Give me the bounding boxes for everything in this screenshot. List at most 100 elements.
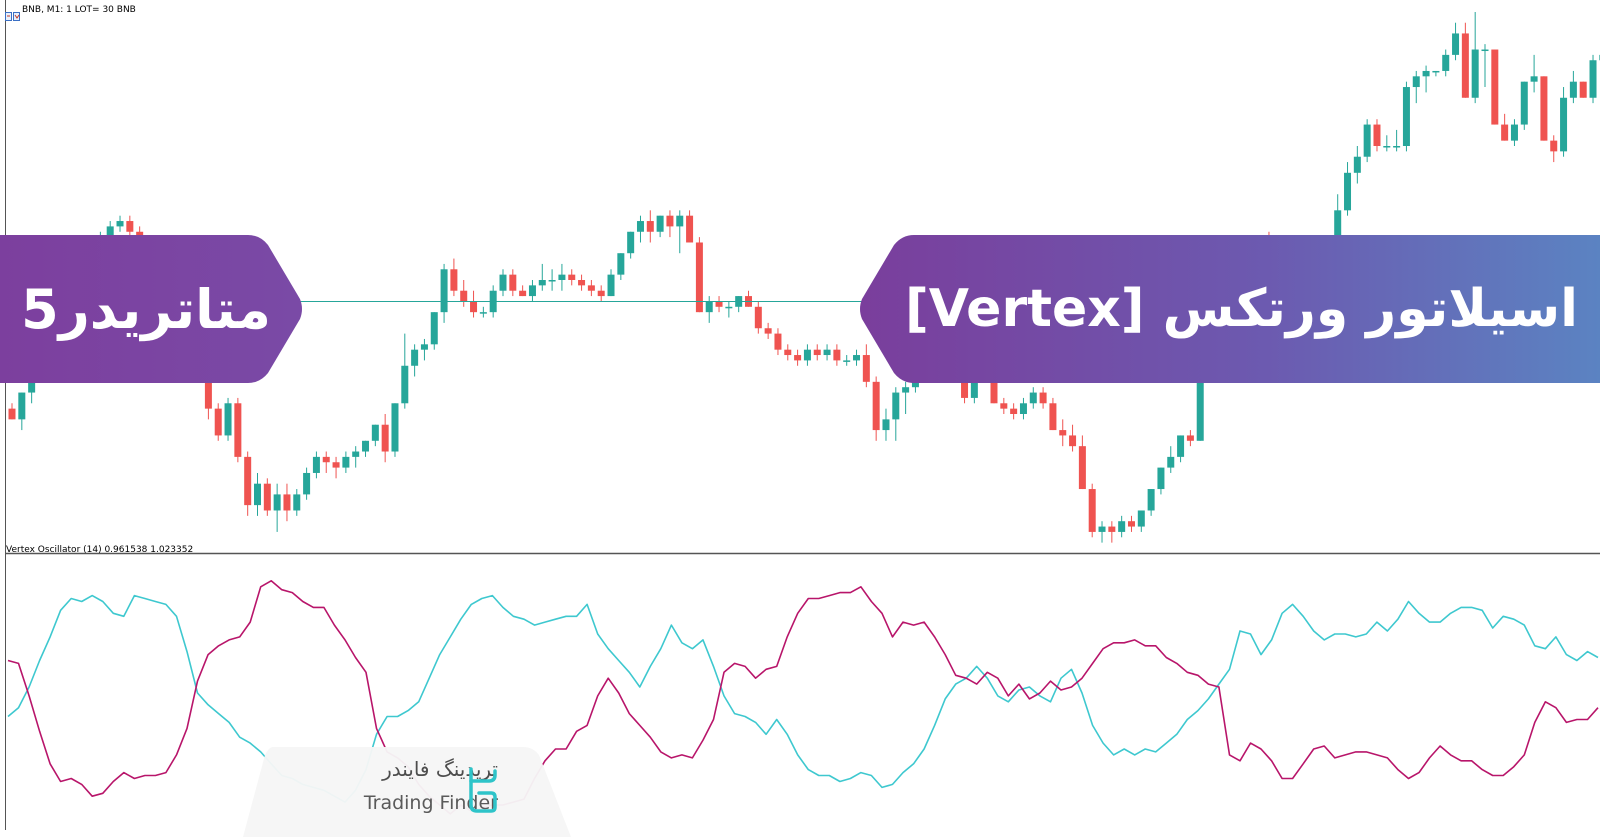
candle bbox=[1364, 119, 1371, 162]
candle-body bbox=[617, 253, 624, 274]
candle-body bbox=[1089, 489, 1096, 532]
candle-body bbox=[598, 291, 605, 296]
candle-body bbox=[755, 307, 762, 328]
candle bbox=[264, 478, 271, 516]
candle-body bbox=[1482, 50, 1489, 52]
candle-body bbox=[1177, 435, 1184, 456]
candle-body bbox=[1059, 430, 1066, 435]
candle-body bbox=[1413, 76, 1420, 87]
candle-body bbox=[716, 301, 723, 306]
candle-body bbox=[1403, 87, 1410, 146]
candle-body bbox=[676, 216, 683, 227]
banner-left: متاتریدر5 bbox=[0, 235, 304, 383]
candle-body bbox=[1501, 125, 1508, 141]
window-icons bbox=[5, 6, 20, 25]
candle-body bbox=[342, 457, 349, 468]
candle-body bbox=[588, 285, 595, 290]
candle-body bbox=[372, 425, 379, 441]
candle bbox=[225, 398, 232, 441]
candle-body bbox=[882, 419, 889, 430]
candle-body bbox=[254, 484, 261, 505]
candle-body bbox=[274, 494, 281, 510]
candle-body bbox=[1550, 141, 1557, 152]
candle-body bbox=[1069, 435, 1076, 446]
candle-body bbox=[1138, 510, 1145, 526]
candle-body bbox=[215, 409, 222, 436]
candle-body bbox=[1167, 457, 1174, 468]
candle bbox=[1403, 82, 1410, 152]
candle-body bbox=[411, 350, 418, 366]
trading-finder-watermark: تریدینگ فایندر Trading Finder bbox=[243, 747, 571, 837]
banner-right-title: اسیلاتور ورتکس [Vertex] bbox=[905, 235, 1578, 383]
candle-body bbox=[431, 312, 438, 344]
candle-body bbox=[774, 334, 781, 350]
candle-body bbox=[1511, 125, 1518, 141]
candle-body bbox=[1531, 76, 1538, 81]
banner-left-title: متاتریدر5 bbox=[0, 235, 292, 383]
candle bbox=[391, 403, 398, 457]
indicator-header: Vertex Oscillator (14) 0.961538 1.023352 bbox=[6, 545, 193, 555]
candle-body bbox=[824, 350, 831, 355]
candle-body bbox=[578, 280, 585, 285]
candle-body bbox=[843, 360, 850, 362]
candle-body bbox=[1099, 527, 1106, 532]
candle-body bbox=[873, 382, 880, 430]
candle-body bbox=[1560, 98, 1567, 152]
candle-body bbox=[539, 280, 546, 285]
candle-body bbox=[509, 275, 516, 291]
candle-body bbox=[352, 452, 359, 457]
candle-body bbox=[117, 221, 124, 226]
candle-body bbox=[902, 387, 909, 392]
candle-body bbox=[1570, 82, 1577, 98]
candle bbox=[696, 237, 703, 312]
candle-body bbox=[362, 441, 369, 452]
candle-body bbox=[1462, 33, 1469, 97]
candle-body bbox=[1354, 157, 1361, 173]
candle bbox=[431, 312, 438, 350]
candle-body bbox=[814, 350, 821, 355]
candle-body bbox=[225, 403, 232, 435]
candle-body bbox=[1157, 468, 1164, 489]
candle-body bbox=[303, 473, 310, 494]
candle bbox=[1580, 82, 1587, 98]
candle-body bbox=[323, 457, 330, 462]
candle-body bbox=[1040, 393, 1047, 404]
candle bbox=[1521, 82, 1528, 130]
candle-body bbox=[1590, 60, 1597, 98]
candle bbox=[234, 398, 241, 462]
candle-body bbox=[1010, 409, 1017, 414]
candle-body bbox=[470, 301, 477, 312]
candle-body bbox=[283, 494, 290, 510]
candle-body bbox=[657, 216, 664, 232]
candle-body bbox=[558, 275, 565, 280]
candle-body bbox=[608, 275, 615, 296]
candle-body bbox=[892, 393, 899, 420]
candle bbox=[1590, 55, 1597, 103]
candle-body bbox=[421, 344, 428, 349]
candle-body bbox=[126, 221, 133, 232]
candle-body bbox=[313, 457, 320, 473]
candle-body bbox=[706, 301, 713, 312]
candle-body bbox=[1423, 71, 1430, 76]
candle-body bbox=[18, 393, 25, 420]
candle bbox=[1089, 484, 1096, 538]
candle-body bbox=[391, 403, 398, 451]
candle-body bbox=[833, 350, 840, 361]
candle-body bbox=[1442, 55, 1449, 71]
candle-body bbox=[1393, 146, 1400, 148]
candle-body bbox=[1472, 50, 1479, 98]
candle-body bbox=[450, 269, 457, 290]
candle bbox=[215, 403, 222, 441]
candle-body bbox=[1364, 125, 1371, 157]
chart-symbol-header: BNB, M1: 1 LOT= 30 BNB bbox=[22, 5, 136, 15]
candle bbox=[1491, 50, 1498, 125]
candle-body bbox=[637, 221, 644, 232]
candle bbox=[1462, 23, 1469, 98]
candle bbox=[1540, 76, 1547, 140]
candle-body bbox=[686, 216, 693, 243]
candle-body bbox=[441, 269, 448, 312]
candle-body bbox=[804, 350, 811, 361]
candle-body bbox=[1000, 403, 1007, 408]
